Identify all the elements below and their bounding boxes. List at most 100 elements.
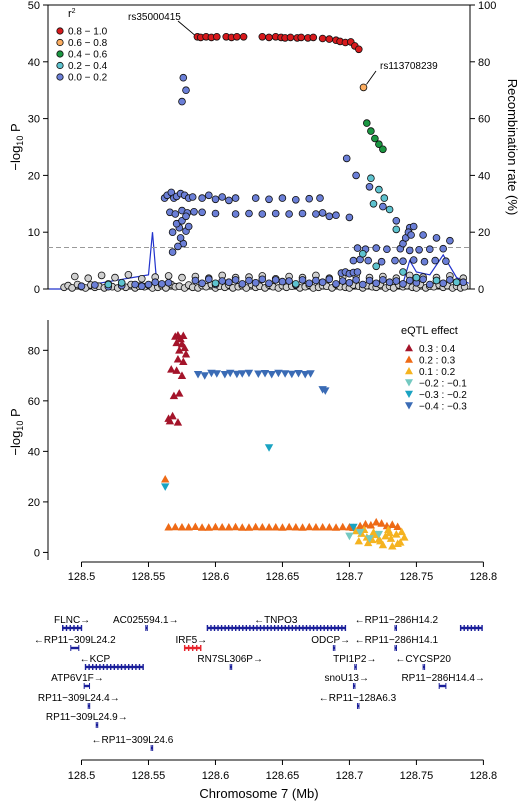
association-point — [176, 234, 185, 242]
gene-exon — [135, 664, 137, 670]
gene-exon — [295, 625, 297, 631]
gene-body — [70, 646, 79, 650]
gene-exon — [291, 625, 294, 631]
gene-exon — [210, 625, 212, 631]
gene-exon — [217, 625, 219, 631]
legend-label: −0.4 : −0.3 — [419, 402, 467, 413]
annotation-leader — [366, 70, 377, 85]
y-tick-label: 60 — [28, 396, 40, 408]
association-point — [409, 222, 418, 231]
eqtl-point — [397, 527, 406, 536]
association-point — [325, 35, 334, 43]
y-tick-label: 20 — [28, 170, 40, 182]
gene-body — [151, 746, 153, 750]
association-point — [138, 282, 146, 291]
eqtl-y-axis: 0 20 40 60 80 — [28, 345, 48, 559]
eqtl-point — [231, 522, 240, 531]
association-point — [439, 244, 448, 253]
association-point — [379, 276, 387, 284]
gene-body — [62, 626, 82, 630]
association-point — [191, 276, 200, 285]
y2-tick-label: 20 — [478, 227, 490, 239]
association-point — [342, 154, 351, 163]
gene-label: ←RP11−309L24.2 — [34, 635, 116, 646]
gene-exon — [256, 625, 258, 631]
x-axis-ticks: 128.5 128.55 128.6 128.65 128.7 128.75 128.8 — [68, 562, 497, 583]
legend-swatch — [56, 50, 64, 58]
gene-exon — [270, 625, 272, 631]
association-point — [182, 86, 190, 94]
gene-body — [353, 684, 355, 688]
annotation-label: rs113708239 — [380, 61, 438, 72]
association-point — [158, 280, 166, 288]
association-point — [365, 276, 374, 285]
eqtl-point — [179, 331, 188, 340]
association-point — [131, 280, 139, 289]
association-point — [205, 275, 213, 284]
eqtl-point — [172, 366, 181, 374]
eqtl-point — [388, 541, 397, 550]
association-point — [184, 222, 193, 231]
gene-exon — [224, 625, 226, 631]
association-point — [151, 278, 160, 287]
eqtl-point — [179, 357, 188, 366]
gene-exon — [65, 625, 68, 631]
gene-exon — [298, 625, 301, 631]
eqtl-point — [193, 370, 203, 379]
gene-body — [439, 684, 446, 688]
association-point — [231, 210, 240, 218]
gene-label: RN7SL306P→ — [197, 654, 263, 665]
gene-exon — [330, 625, 332, 631]
eqtl-point — [181, 349, 191, 358]
gene-label: RP11−309L24.4→ — [38, 693, 120, 704]
gene-exon — [213, 625, 216, 631]
gene-body — [423, 665, 425, 669]
gene-body — [96, 723, 98, 727]
x-tick-label: 128.8 — [470, 571, 498, 583]
gene-exon — [220, 625, 223, 631]
legend-label: 0.2 − 0.4 — [68, 61, 108, 72]
gene-exon — [102, 664, 105, 670]
association-point — [213, 32, 221, 41]
eqtl-point — [311, 522, 321, 531]
association-point — [338, 277, 347, 285]
association-point — [358, 280, 367, 289]
association-point — [367, 174, 375, 183]
eqtl-point — [381, 531, 390, 540]
eqtl-point — [167, 365, 176, 373]
eqtl-point — [355, 528, 365, 537]
association-point — [309, 33, 318, 42]
gene: RP11−309L24.4→ — [38, 693, 120, 709]
gene: RP11−309L24.9→ — [46, 712, 128, 728]
eqtl-point — [164, 522, 173, 531]
gene — [459, 625, 483, 631]
eqtl-point — [365, 535, 374, 543]
x-tick-label: 128.55 — [132, 571, 166, 583]
association-point — [372, 262, 381, 271]
association-point — [439, 279, 448, 288]
association-point — [359, 83, 368, 92]
eqtl-point — [388, 520, 397, 528]
association-point — [233, 32, 241, 41]
gene-label: ←KCP — [80, 654, 111, 665]
eqtl-point — [280, 370, 290, 378]
legend-swatch — [405, 344, 413, 352]
eqtl-point — [318, 522, 327, 531]
gene-exon — [206, 625, 209, 631]
association-point — [419, 275, 427, 284]
gene-exon — [284, 625, 286, 631]
gene-label: IRF5→ — [176, 635, 208, 646]
eqtl-point — [392, 530, 401, 538]
association-point — [179, 73, 188, 82]
association-point — [198, 194, 206, 202]
gene-exon — [467, 625, 469, 631]
association-point — [371, 134, 379, 143]
eqtl-point — [264, 522, 274, 531]
gene-body — [84, 684, 90, 688]
eqtl-point — [400, 533, 409, 541]
x-tick-label: 128.6 — [202, 571, 230, 583]
y2-tick-label: 40 — [478, 170, 490, 182]
association-point — [377, 257, 386, 266]
gene: ←RP11−309L24.2 — [34, 635, 116, 651]
